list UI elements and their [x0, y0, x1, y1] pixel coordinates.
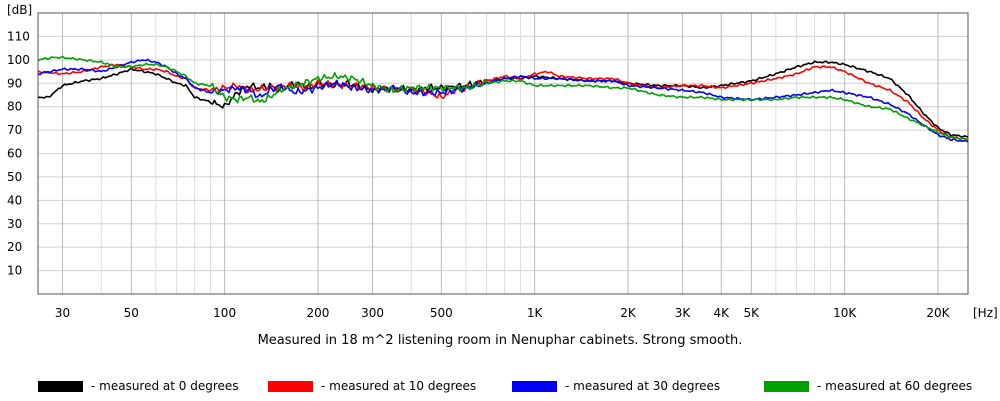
y-tick-label: 70 — [7, 123, 22, 137]
chart-caption: Measured in 18 m^2 listening room in Nen… — [257, 333, 743, 348]
legend-label-60-degrees: - measured at 60 degrees — [817, 379, 973, 393]
series-line-30-degrees — [37, 58, 969, 143]
x-tick-label: 20K — [926, 306, 950, 320]
x-tick-label: 10K — [833, 306, 857, 320]
x-tick-label: 300 — [361, 306, 384, 320]
legend-item-60-degrees: - measured at 60 degrees — [764, 376, 972, 396]
x-axis-label: [Hz] — [973, 306, 998, 320]
legend-swatch-60-degrees — [764, 380, 809, 392]
legend-swatch-0-degrees — [38, 380, 83, 392]
y-tick-label: 50 — [7, 170, 22, 184]
legend-label-30-degrees: - measured at 30 degrees — [565, 379, 721, 393]
legend-swatch-30-degrees — [512, 380, 557, 392]
x-tick-label: 3K — [675, 306, 692, 320]
y-tick-label: 90 — [7, 76, 22, 90]
x-tick-label: 500 — [430, 306, 453, 320]
y-tick-label: 100 — [7, 53, 30, 67]
frequency-response-chart: 110 100 90 80 70 60 50 40 30 20 10 30 50 100 200 300 500… — [7, 3, 998, 320]
x-tick-label: 50 — [124, 306, 139, 320]
x-tick-label: 5K — [744, 306, 761, 320]
legend-item-0-degrees: - measured at 0 degrees — [38, 376, 239, 396]
legend: - measured at 0 degrees - measured at 10… — [0, 376, 1000, 398]
y-tick-label: 40 — [7, 193, 22, 207]
x-tick-label: 200 — [307, 306, 330, 320]
x-tick-label: 4K — [714, 306, 731, 320]
legend-swatch-10-degrees — [268, 380, 313, 392]
y-tick-label: 80 — [7, 100, 22, 114]
x-tick-label: 2K — [620, 306, 637, 320]
legend-label-10-degrees: - measured at 10 degrees — [321, 379, 477, 393]
series-line-60-degrees — [37, 55, 969, 141]
legend-label-0-degrees: - measured at 0 degrees — [91, 379, 239, 393]
x-tick-label: 1K — [527, 306, 544, 320]
y-tick-label: 60 — [7, 147, 22, 161]
legend-item-30-degrees: - measured at 30 degrees — [512, 376, 720, 396]
y-tick-label: 20 — [7, 240, 22, 254]
y-tick-label: 30 — [7, 217, 22, 231]
y-tick-label: 10 — [7, 264, 22, 278]
y-axis-label: [dB] — [7, 3, 32, 17]
y-tick-label: 110 — [7, 29, 30, 43]
x-tick-label: 30 — [55, 306, 70, 320]
plot-border — [37, 12, 969, 295]
x-tick-label: 100 — [213, 306, 236, 320]
legend-item-10-degrees: - measured at 10 degrees — [268, 376, 476, 396]
